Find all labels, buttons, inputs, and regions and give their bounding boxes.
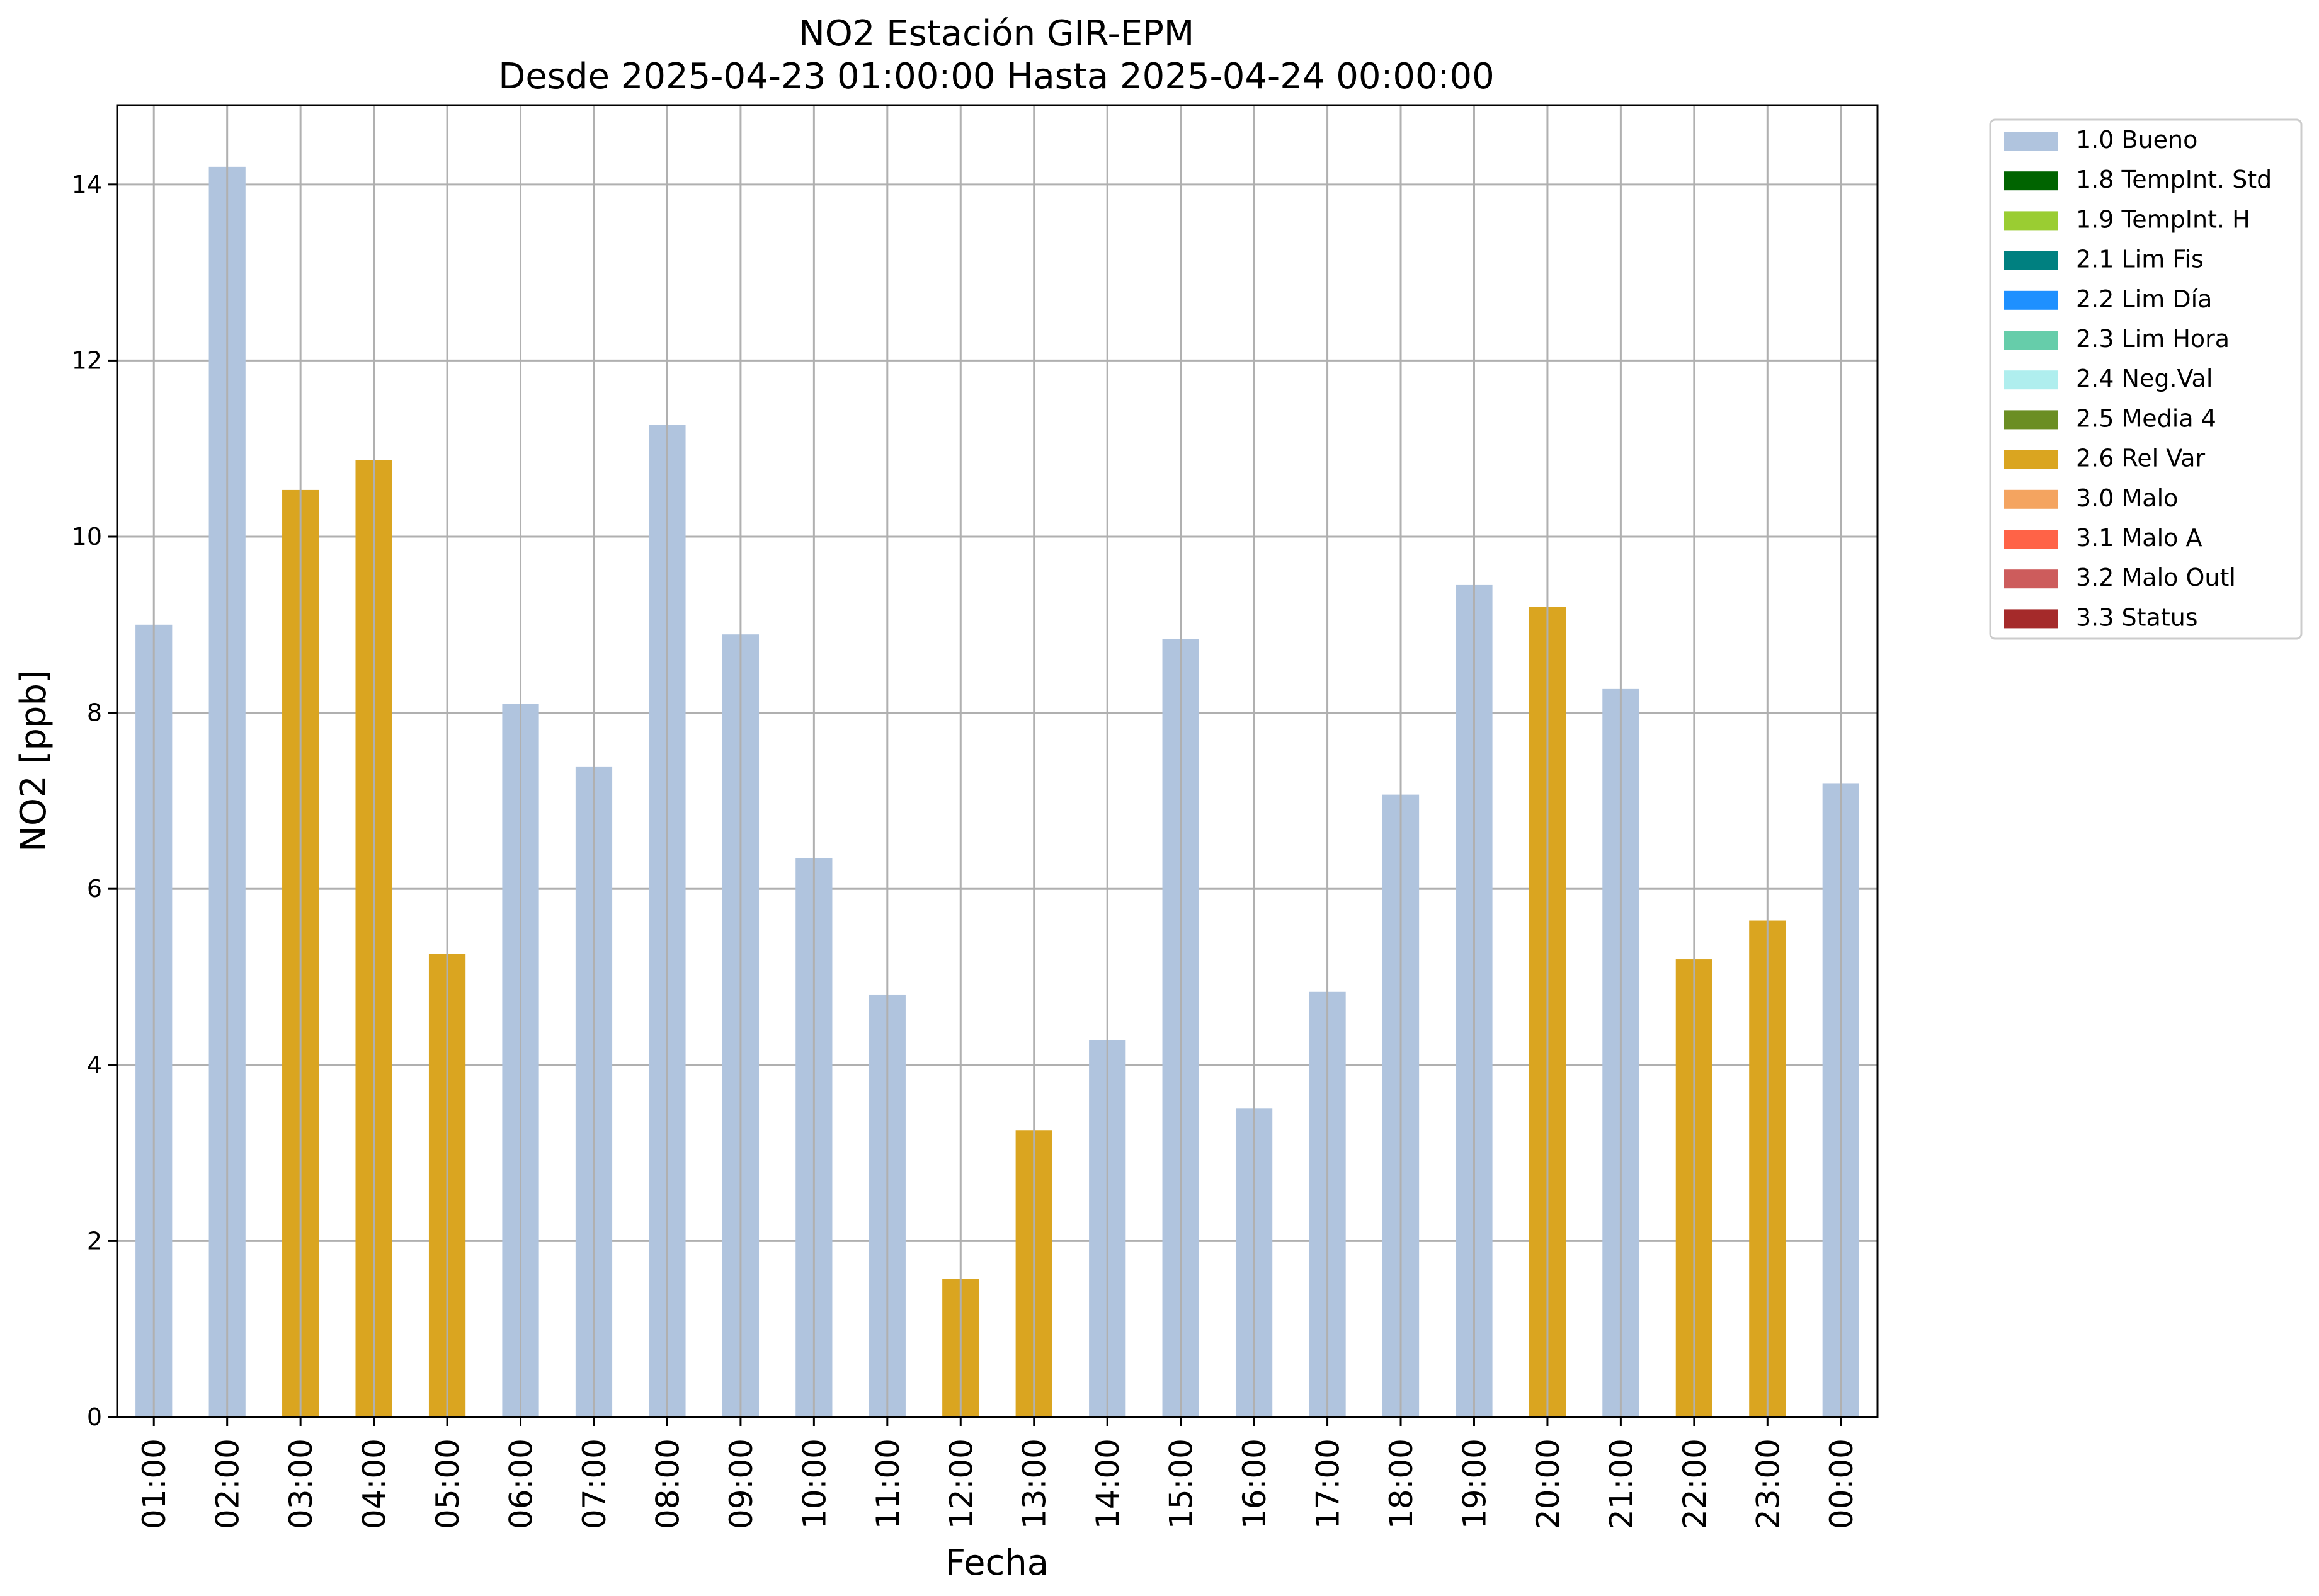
grid-lines <box>117 183 1877 1418</box>
x-tick-label: 20:00 <box>1530 1439 1566 1529</box>
x-axis-label: Fecha <box>945 1542 1049 1583</box>
legend-label: 3.1 Malo A <box>2076 524 2202 552</box>
y-axis-label: NO2 [ppb] <box>13 670 54 852</box>
x-tick-label: 13:00 <box>1017 1439 1053 1529</box>
legend-swatch <box>2004 410 2058 430</box>
legend-label: 2.3 Lim Hora <box>2076 325 2230 353</box>
x-axis-ticks: 01:00 02:00 03:00 04:00 05:00 06:00 07:00 08:00… <box>136 1417 1860 1529</box>
legend-swatch <box>2004 609 2058 629</box>
x-tick-label: 00:00 <box>1823 1439 1860 1529</box>
x-tick-label: 23:00 <box>1750 1439 1786 1529</box>
legend-swatch <box>2004 569 2058 589</box>
legend-swatch <box>2004 489 2058 509</box>
legend-label: 2.1 Lim Fis <box>2076 246 2204 273</box>
x-tick-label: 16:00 <box>1236 1439 1273 1529</box>
legend: 1.0 Bueno 1.8 TempInt. Std 1.9 TempInt. H 2… <box>1989 118 2303 640</box>
y-tick-label: 0 <box>87 1403 102 1431</box>
x-tick-label: 09:00 <box>723 1439 760 1529</box>
x-tick-label: 12:00 <box>943 1439 979 1529</box>
bars <box>135 166 1859 1418</box>
legend-label: 2.4 Neg.Val <box>2076 365 2213 392</box>
legend-label: 1.8 TempInt. Std <box>2076 166 2272 193</box>
y-tick-label: 12 <box>72 346 102 374</box>
x-tick-label: 14:00 <box>1090 1439 1126 1529</box>
plot-frame <box>116 104 1879 1418</box>
x-tick-label: 18:00 <box>1383 1439 1420 1529</box>
x-tick-label: 19:00 <box>1456 1439 1493 1529</box>
legend-label: 3.3 Status <box>2076 603 2198 631</box>
legend-swatch <box>2004 370 2058 390</box>
x-tick-label: 11:00 <box>870 1439 906 1529</box>
legend-label: 2.2 Lim Día <box>2076 285 2212 313</box>
x-tick-label: 15:00 <box>1163 1439 1200 1529</box>
x-tick-label: 21:00 <box>1603 1439 1639 1529</box>
legend-swatch <box>2004 331 2058 350</box>
legend-swatch <box>2004 530 2058 549</box>
legend-label: 3.0 Malo <box>2076 484 2178 512</box>
y-tick-label: 14 <box>72 171 102 198</box>
y-tick-label: 4 <box>87 1051 102 1079</box>
legend-swatch <box>2004 251 2058 270</box>
chart-title: NO2 Estación GIR-EPM <box>799 13 1194 54</box>
x-tick-label: 07:00 <box>576 1439 613 1529</box>
x-tick-label: 06:00 <box>503 1439 540 1529</box>
x-tick-label: 02:00 <box>210 1439 246 1529</box>
x-tick-label: 08:00 <box>649 1439 686 1529</box>
legend-swatch <box>2004 290 2058 310</box>
y-tick-label: 6 <box>87 875 102 903</box>
legend-swatch <box>2004 132 2058 151</box>
x-tick-label: 10:00 <box>796 1439 833 1529</box>
x-tick-label: 22:00 <box>1677 1439 1713 1529</box>
x-tick-label: 04:00 <box>356 1439 393 1529</box>
y-tick-label: 2 <box>87 1227 102 1255</box>
legend-label: 1.0 Bueno <box>2076 126 2197 154</box>
x-tick-label: 03:00 <box>283 1439 319 1529</box>
x-tick-label: 17:00 <box>1310 1439 1347 1529</box>
legend-label: 3.2 Malo Outl <box>2076 564 2236 591</box>
legend-swatch <box>2004 171 2058 191</box>
y-axis-ticks: 0 2 4 6 8 10 12 14 <box>72 171 117 1431</box>
x-tick-label: 01:00 <box>136 1439 173 1529</box>
legend-label: 2.5 Media 4 <box>2076 404 2216 432</box>
legend-label: 1.9 TempInt. H <box>2076 205 2250 233</box>
y-tick-label: 10 <box>72 523 102 550</box>
legend-swatch <box>2004 450 2058 469</box>
y-tick-label: 8 <box>87 699 102 727</box>
x-tick-label: 05:00 <box>430 1439 466 1529</box>
chart-subtitle: Desde 2025-04-23 01:00:00 Hasta 2025-04-… <box>498 56 1495 97</box>
vertical-grid-lines <box>152 105 1842 1417</box>
legend-swatch <box>2004 211 2058 231</box>
legend-frame <box>1989 118 2303 640</box>
legend-label: 2.6 Rel Var <box>2076 445 2206 472</box>
